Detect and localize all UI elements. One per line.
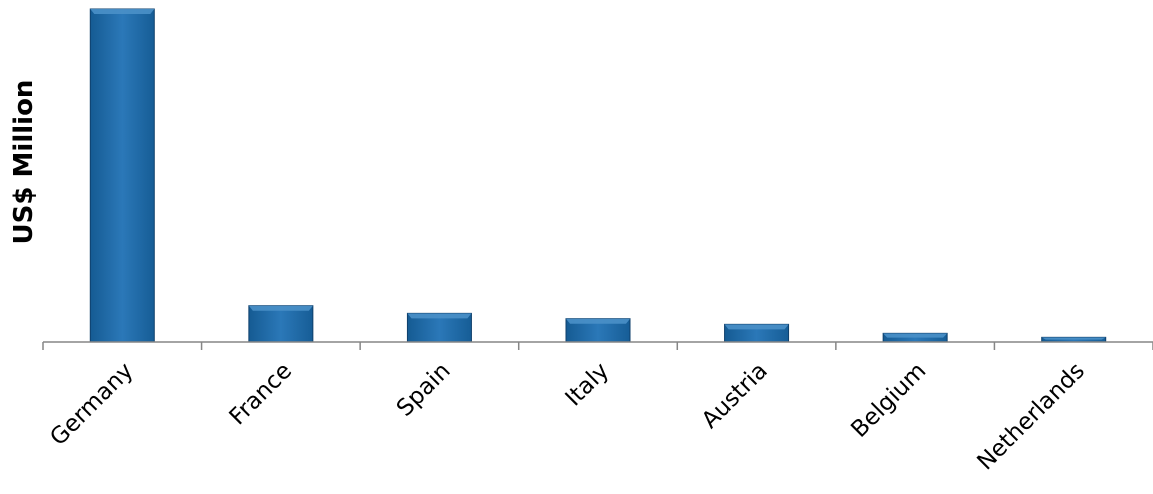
- bar-spain: [406, 312, 472, 343]
- bar-bevel: [90, 9, 155, 14]
- bar-belgium: [882, 332, 948, 343]
- bars-group: [89, 8, 1107, 343]
- bar-bevel: [1041, 337, 1106, 340]
- bar-bevel: [724, 324, 789, 330]
- x-tick-label-austria: Austria: [697, 358, 773, 434]
- x-tick-label-germany: Germany: [45, 358, 138, 451]
- x-tick-label-france: France: [225, 358, 297, 430]
- bar-rect: [248, 305, 314, 343]
- bar-rect: [89, 8, 155, 343]
- x-tick-label-italy: Italy: [561, 358, 615, 412]
- x-tick-labels: Germany France Spain Italy Austria Belgium Net…: [45, 358, 1090, 476]
- x-tick-label-belgium: Belgium: [846, 358, 931, 443]
- bar-bevel: [566, 318, 630, 324]
- x-tick-label-spain: Spain: [392, 358, 456, 422]
- bar-italy: [565, 318, 631, 343]
- y-axis-label: US$ Million: [9, 80, 39, 245]
- bar-france: [248, 305, 314, 343]
- bar-bevel: [248, 305, 313, 311]
- x-tick-label-netherlands: Netherlands: [972, 358, 1090, 476]
- bar-bevel: [407, 313, 472, 319]
- bar-bevel: [883, 333, 948, 338]
- bar-austria: [724, 323, 790, 343]
- x-axis: [42, 341, 1153, 350]
- bar-germany: [89, 8, 155, 343]
